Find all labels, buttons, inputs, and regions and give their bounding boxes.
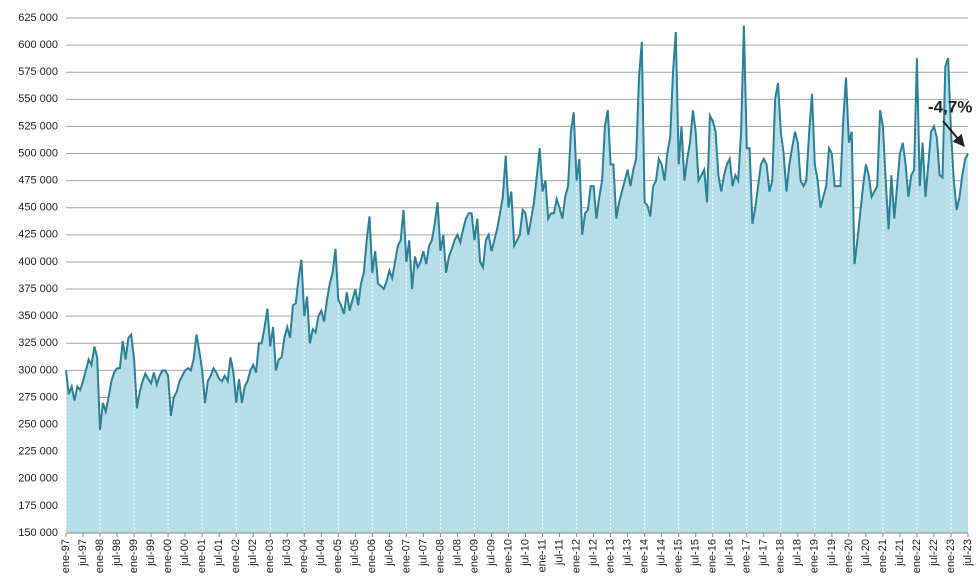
x-tick-label: ene-21 xyxy=(877,539,889,573)
y-tick-label: 450 000 xyxy=(18,202,58,214)
x-tick-label: jul-19 xyxy=(826,539,838,567)
x-tick-label: jul-99 xyxy=(145,539,157,567)
y-tick-label: 350 000 xyxy=(18,310,58,322)
y-tick-label: 575 000 xyxy=(18,66,58,78)
y-tick-label: 400 000 xyxy=(18,256,58,268)
x-tick-label: jul-10 xyxy=(519,539,531,567)
y-tick-label: 200 000 xyxy=(18,473,58,485)
x-tick-label: jul-13 xyxy=(622,539,634,567)
annotation-arrow xyxy=(942,120,965,147)
x-tick-label: jul-05 xyxy=(349,539,361,567)
x-tick-label: ene-11 xyxy=(536,539,548,572)
y-tick-label: 625 000 xyxy=(18,12,58,24)
x-tick-label: jul-00 xyxy=(179,539,191,567)
x-tick-label: ene-09 xyxy=(468,539,480,573)
x-tick-label: ene-07 xyxy=(400,539,412,573)
y-tick-label: 475 000 xyxy=(18,175,58,187)
x-tick-label: jul-11 xyxy=(553,539,565,566)
x-tick-label: ene-01 xyxy=(196,539,208,573)
x-tick-label: jul-09 xyxy=(485,539,497,567)
x-tick-label: jul-02 xyxy=(247,539,259,567)
x-tick-label: jul-03 xyxy=(281,539,293,567)
y-tick-label: 275 000 xyxy=(18,391,58,403)
y-tick-label: 500 000 xyxy=(18,147,58,159)
x-tick-label: ene-16 xyxy=(707,539,719,573)
y-tick-label: 375 000 xyxy=(18,283,58,295)
x-tick-label: jul-06 xyxy=(383,539,395,567)
x-tick-label: ene-02 xyxy=(230,539,242,573)
x-tick-label: ene-15 xyxy=(673,539,685,573)
x-tick-label: jul-97 xyxy=(77,539,89,567)
y-tick-label: 175 000 xyxy=(18,500,58,512)
x-tick-label: jul-12 xyxy=(587,539,599,567)
x-tick-label: jul-21 xyxy=(894,539,906,567)
x-tick-label: ene-98 xyxy=(94,539,106,573)
x-tick-label: jul-98 xyxy=(111,539,123,567)
x-tick-label: jul-16 xyxy=(724,539,736,567)
x-tick-label: ene-23 xyxy=(945,539,957,573)
area xyxy=(66,25,968,533)
y-tick-label: 600 000 xyxy=(18,39,58,51)
x-tick-label: jul-07 xyxy=(417,539,429,567)
y-tick-label: 325 000 xyxy=(18,337,58,349)
x-tick-label: ene-22 xyxy=(911,539,923,573)
y-tick-label: 150 000 xyxy=(18,527,58,539)
x-tick-label: jul-18 xyxy=(792,539,804,567)
y-tick-label: 525 000 xyxy=(18,120,58,132)
x-tick-label: ene-00 xyxy=(162,539,174,573)
x-tick-label: ene-20 xyxy=(843,539,855,573)
x-tick-label: ene-06 xyxy=(366,539,378,573)
x-tick-label: ene-05 xyxy=(332,539,344,573)
x-tick-label: ene-17 xyxy=(741,539,753,573)
y-tick-label: 300 000 xyxy=(18,364,58,376)
x-tick-label: ene-99 xyxy=(128,539,140,573)
line xyxy=(65,25,969,431)
x-tick-label: jul-14 xyxy=(656,539,668,567)
x-tick-label: ene-13 xyxy=(605,539,617,573)
x-tick-label: ene-97 xyxy=(60,539,72,573)
x-tick-label: jul-04 xyxy=(315,539,327,567)
y-tick-label: 225 000 xyxy=(18,446,58,458)
x-tick-label: jul-15 xyxy=(690,539,702,567)
x-tick-label: ene-10 xyxy=(502,539,514,573)
x-tick-label: jul-23 xyxy=(962,539,974,567)
x-tick-label: ene-12 xyxy=(570,539,582,573)
x-tick-label: ene-04 xyxy=(298,539,310,573)
x-tick-label: ene-14 xyxy=(639,539,651,573)
x-tick-label: jul-20 xyxy=(860,539,872,567)
y-tick-label: 250 000 xyxy=(18,418,58,430)
x-tick-label: jul-17 xyxy=(758,539,770,567)
x-tick-label: ene-08 xyxy=(434,539,446,573)
x-tick-label: ene-03 xyxy=(264,539,276,573)
x-tick-label: jul-22 xyxy=(928,539,940,567)
y-tick-label: 425 000 xyxy=(18,229,58,241)
annotation: -4,7% xyxy=(928,97,972,116)
x-tick-label: jul-01 xyxy=(213,539,225,567)
x-tick-label: ene-19 xyxy=(809,539,821,573)
x-tick-label: jul-08 xyxy=(451,539,463,567)
y-tick-label: 550 000 xyxy=(18,93,58,105)
x-tick-label: ene-18 xyxy=(775,539,787,573)
